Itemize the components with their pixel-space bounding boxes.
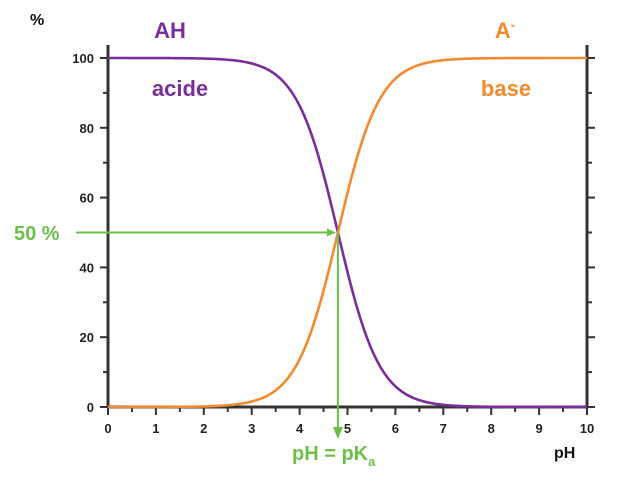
y-tick-label: 20	[80, 330, 94, 345]
x-tick-label: 9	[535, 421, 542, 436]
x-tick-label: 8	[488, 421, 495, 436]
x-tick-label: 6	[392, 421, 399, 436]
base-species-name: A	[495, 18, 511, 43]
x-tick-label: 4	[296, 421, 304, 436]
y-axis-label: %	[30, 12, 44, 29]
pka-arrowhead	[332, 427, 343, 439]
x-tick-label: 7	[440, 421, 447, 436]
base-name-label: base	[481, 76, 531, 101]
tick-marks	[100, 57, 595, 415]
x-axis-label: pH	[554, 445, 575, 462]
y-tick-label: 40	[80, 260, 94, 275]
acid-name-label: acide	[152, 76, 208, 101]
x-tick-label: 3	[248, 421, 255, 436]
pka-guides	[76, 228, 343, 439]
tick-labels: 0 20 40 60 80 100 0 1 2 3 4 5 6 7 8 9 10	[72, 51, 594, 436]
base-species-label: A-	[495, 17, 515, 43]
pka-annotation-subscript: a	[368, 454, 376, 469]
y-tick-label: 60	[80, 191, 94, 206]
y-tick-label: 100	[72, 51, 94, 66]
x-tick-label: 2	[200, 421, 207, 436]
half-point-arrowhead	[326, 228, 336, 237]
pka-annotation-main: pH = pK	[292, 443, 369, 465]
series-line-acid	[108, 56, 587, 409]
x-tick-label: 1	[152, 421, 159, 436]
x-tick-label: 5	[344, 421, 351, 436]
x-tick-label: 0	[104, 421, 111, 436]
x-tick-label: 10	[580, 421, 594, 436]
half-point-annotation: 50 %	[14, 223, 60, 245]
y-tick-label: 80	[80, 121, 94, 136]
acid-species-label: AH	[154, 18, 186, 43]
series-line-base	[108, 56, 587, 409]
series-curves	[108, 56, 587, 409]
pka-annotation: pH = pKa	[292, 443, 376, 469]
base-species-charge: -	[511, 17, 515, 32]
y-tick-label: 0	[87, 400, 94, 415]
